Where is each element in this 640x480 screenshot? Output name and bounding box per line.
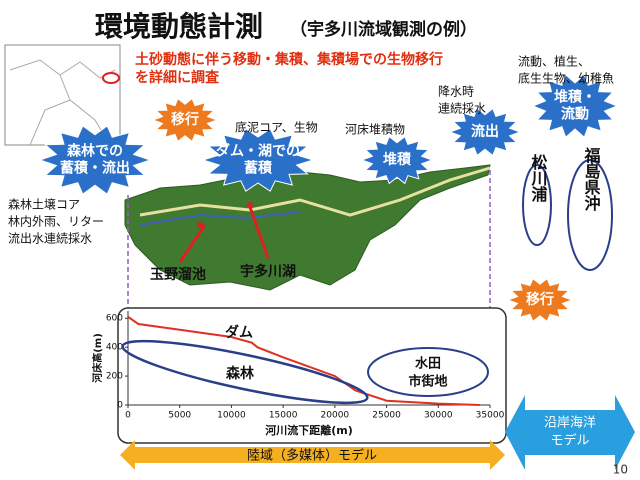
note: 林内外雨、リター bbox=[8, 215, 104, 229]
burst bbox=[448, 107, 522, 157]
page-number: 10 bbox=[613, 463, 628, 477]
burst bbox=[151, 97, 219, 143]
x-tick-label: 25000 bbox=[372, 411, 401, 421]
x-tick-label: 10000 bbox=[217, 411, 246, 421]
site-label: 玉野溜池 bbox=[150, 266, 206, 283]
oval-label: 福島県沖 bbox=[582, 146, 602, 212]
oval-label: 松川浦 bbox=[529, 153, 549, 203]
y-tick-label: 400 bbox=[106, 343, 123, 353]
note: 降水時 bbox=[438, 85, 474, 99]
burst-label: 流動 bbox=[561, 106, 589, 123]
annotation: 市街地 bbox=[408, 374, 447, 390]
burst-label: 堆積 bbox=[383, 151, 412, 168]
x-tick-label: 0 bbox=[125, 411, 131, 421]
burst bbox=[201, 128, 315, 192]
burst-label: 移行 bbox=[171, 111, 199, 128]
burst-label: 堆積・ bbox=[554, 89, 596, 106]
burst-label: 蓄積・流出 bbox=[60, 160, 130, 177]
x-tick-label: 35000 bbox=[476, 411, 505, 421]
note: 流動、植生、 bbox=[518, 54, 590, 69]
annotation: ダム bbox=[225, 324, 253, 341]
ocean-model-label: モデル bbox=[550, 433, 589, 449]
inset-map bbox=[4, 44, 121, 146]
burst-label: 森林での bbox=[67, 143, 123, 160]
land-model-arrow bbox=[120, 440, 505, 470]
y-axis-label: 河床高(m) bbox=[91, 333, 104, 383]
land-model-label: 陸域（多媒体）モデル bbox=[247, 448, 377, 464]
x-tick-label: 30000 bbox=[424, 411, 453, 421]
y-tick-label: 600 bbox=[106, 314, 123, 324]
oval bbox=[567, 159, 613, 271]
forest-oval bbox=[121, 339, 369, 405]
paddy-oval bbox=[367, 347, 489, 397]
burst bbox=[506, 277, 574, 323]
note: 底泥コア、生物 bbox=[235, 120, 318, 135]
site-label: 宇多川湖 bbox=[240, 263, 296, 280]
burst-label: 蓄積 bbox=[244, 160, 273, 177]
annotation: 森林 bbox=[226, 365, 254, 382]
note: 森林土壌コア bbox=[8, 197, 80, 212]
burst-label: 流出 bbox=[471, 123, 499, 140]
note: 連続採水 bbox=[438, 102, 486, 116]
ocean-model-arrow bbox=[505, 395, 635, 470]
intro-line: 土砂動態に伴う移動・集積、集積場での生物移行 bbox=[135, 51, 443, 68]
chart-frame bbox=[117, 307, 507, 444]
x-tick-label: 5000 bbox=[168, 411, 191, 421]
x-tick-label: 20000 bbox=[321, 411, 350, 421]
subtitle: （宇多川流域観測の例） bbox=[290, 19, 477, 40]
y-tick-label: 200 bbox=[106, 372, 123, 382]
note: 底生生物、幼稚魚 bbox=[518, 71, 614, 86]
x-tick-label: 15000 bbox=[269, 411, 298, 421]
burst-label: ダム・湖での bbox=[216, 143, 300, 160]
title: 環境動態計測 bbox=[95, 10, 263, 43]
oval bbox=[522, 164, 552, 246]
burst-label: 移行 bbox=[526, 291, 554, 308]
y-tick-label: 0 bbox=[117, 401, 123, 411]
burst bbox=[531, 73, 619, 139]
intro-line: を詳細に調査 bbox=[135, 69, 220, 86]
note: 河床堆積物 bbox=[345, 122, 405, 137]
annotation: 水田 bbox=[415, 356, 441, 372]
ocean-model-label: 沿岸海洋 bbox=[544, 416, 596, 431]
burst bbox=[360, 135, 434, 185]
profile-line bbox=[127, 315, 480, 406]
x-axis-label: 河川流下距離(m) bbox=[265, 423, 353, 437]
burst bbox=[38, 125, 152, 195]
note: 流出水連続採水 bbox=[8, 232, 92, 246]
